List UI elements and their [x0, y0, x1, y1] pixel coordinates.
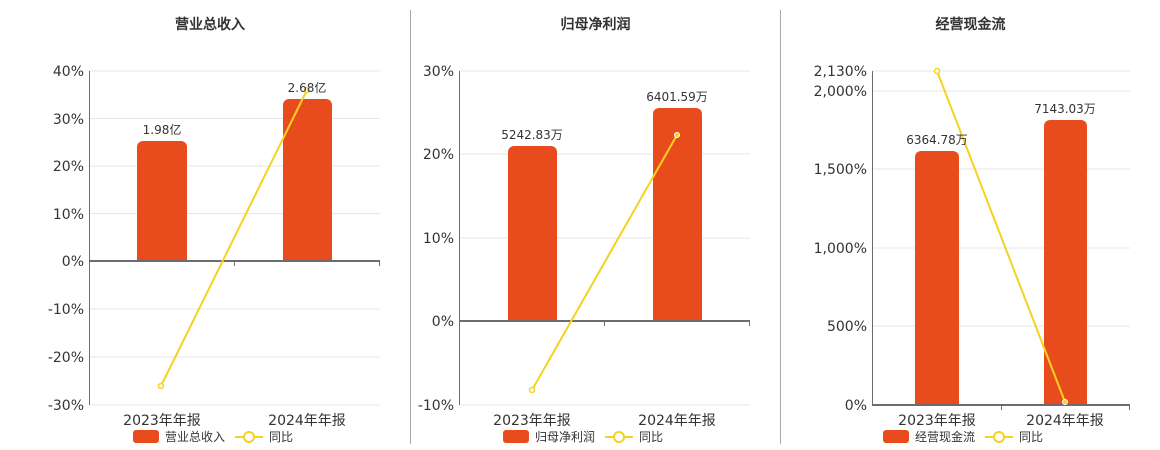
svg-text:500%: 500%	[827, 319, 867, 335]
svg-text:7143.03万: 7143.03万	[1034, 102, 1096, 116]
svg-text:10%: 10%	[53, 207, 84, 223]
svg-text:5242.83万: 5242.83万	[501, 128, 563, 142]
svg-text:2023年年报: 2023年年报	[123, 413, 201, 429]
legend-line-icon	[985, 430, 1014, 443]
svg-text:2,130%: 2,130%	[814, 64, 867, 80]
chart-legend[interactable]: 归母净利润 同比	[503, 428, 663, 445]
svg-text:2024年年报: 2024年年报	[268, 413, 346, 429]
legend-bar-label[interactable]: 营业总收入	[165, 430, 226, 444]
svg-text:20%: 20%	[53, 159, 84, 175]
svg-text:2.68亿: 2.68亿	[288, 80, 327, 95]
svg-text:1.98亿: 1.98亿	[143, 122, 182, 137]
svg-text:0%: 0%	[432, 314, 454, 330]
svg-text:2024年年报: 2024年年报	[1026, 413, 1104, 429]
svg-text:1,000%: 1,000%	[814, 241, 867, 257]
legend-line-label[interactable]: 同比	[639, 430, 664, 444]
svg-text:30%: 30%	[423, 64, 454, 80]
bar-2023	[137, 141, 187, 261]
svg-text:-20%: -20%	[48, 350, 84, 366]
bar-2024	[653, 108, 702, 321]
svg-text:6364.78万: 6364.78万	[906, 133, 968, 147]
legend-line-icon	[235, 430, 264, 443]
svg-text:2024年年报: 2024年年报	[638, 413, 716, 429]
bar-2023	[915, 151, 959, 405]
svg-text:-10%: -10%	[48, 302, 84, 318]
svg-text:0%: 0%	[845, 398, 867, 414]
legend-bar-swatch	[883, 430, 909, 443]
legend-line-label[interactable]: 同比	[269, 430, 294, 444]
legend-bar-label[interactable]: 经营现金流	[915, 430, 976, 444]
panel-divider	[780, 10, 781, 444]
bar-2024	[1044, 120, 1087, 405]
svg-text:2023年年报: 2023年年报	[493, 413, 571, 429]
panel-divider	[410, 10, 411, 444]
svg-text:-10%: -10%	[418, 398, 454, 414]
svg-text:30%: 30%	[53, 112, 84, 128]
legend-bar-label[interactable]: 归母净利润	[535, 430, 596, 444]
legend-bar-swatch	[133, 430, 159, 443]
chart-title: 经营现金流	[935, 17, 1006, 33]
svg-text:0%: 0%	[62, 254, 84, 270]
bar-2024	[283, 99, 332, 261]
chart-plot: 40% 30% 20% 10% 0% -10% -20% -30% 1.98亿 …	[48, 64, 380, 429]
chart-plot: 30% 20% 10% 0% -10% 5242.83万 6401.59万 20…	[418, 64, 750, 429]
chart-panel-operating-cash-flow: 经营现金流 2,130% 2,000% 1,500% 1,000% 500% 0…	[781, 0, 1160, 450]
bar-2023	[508, 146, 557, 321]
legend-bar-swatch	[503, 430, 529, 443]
svg-text:2,000%: 2,000%	[814, 84, 867, 100]
legend-line-icon	[605, 430, 634, 443]
svg-text:10%: 10%	[423, 231, 454, 247]
chart-title: 归母净利润	[560, 17, 631, 33]
svg-text:20%: 20%	[423, 147, 454, 163]
svg-text:6401.59万: 6401.59万	[646, 90, 708, 104]
svg-text:40%: 40%	[53, 64, 84, 80]
legend-line-label[interactable]: 同比	[1019, 430, 1044, 444]
chart-panel-net-profit: 归母净利润 30% 20% 10% 0% -10% 5242.83万 6401.…	[411, 0, 780, 450]
chart-legend[interactable]: 营业总收入 同比	[133, 428, 293, 445]
svg-text:-30%: -30%	[48, 398, 84, 414]
svg-text:1,500%: 1,500%	[814, 162, 867, 178]
chart-legend[interactable]: 经营现金流 同比	[883, 428, 1043, 445]
chart-title: 营业总收入	[175, 17, 245, 33]
svg-text:2023年年报: 2023年年报	[898, 413, 976, 429]
chart-panel-revenue: 营业总收入 40% 30% 20% 10% 0% -10% -20% -30% …	[0, 0, 410, 450]
